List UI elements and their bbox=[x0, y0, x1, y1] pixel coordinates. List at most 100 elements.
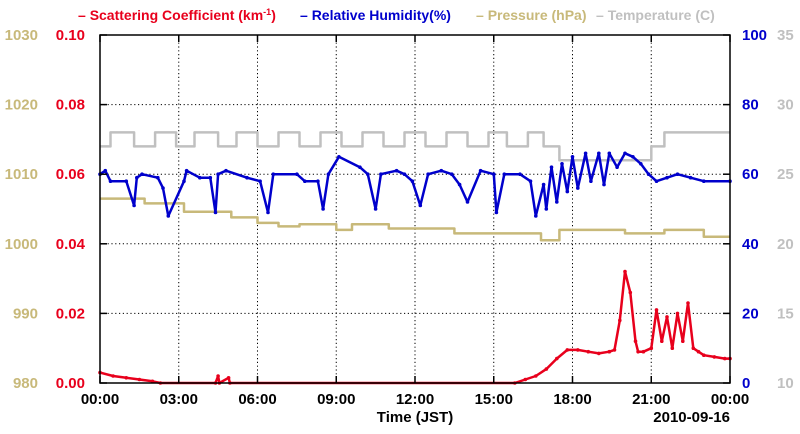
data-point bbox=[723, 356, 727, 361]
y-tick-label-humidity: 100 bbox=[742, 27, 767, 44]
data-point bbox=[560, 162, 564, 166]
data-point bbox=[534, 374, 538, 378]
legend-dash: – bbox=[300, 7, 312, 23]
data-point bbox=[124, 179, 129, 183]
y-tick-label-temperature: 10 bbox=[777, 375, 794, 392]
data-point bbox=[316, 179, 320, 183]
data-point bbox=[135, 175, 139, 180]
data-point bbox=[410, 179, 415, 183]
data-point bbox=[439, 168, 444, 173]
legend-dash: – bbox=[78, 7, 90, 23]
data-point bbox=[140, 172, 144, 176]
data-point bbox=[156, 175, 160, 180]
data-point bbox=[576, 348, 580, 352]
y-tick-label-temperature: 30 bbox=[777, 97, 794, 114]
data-point bbox=[450, 172, 454, 176]
y-tick-label-pressure: 1020 bbox=[5, 97, 38, 114]
data-point bbox=[492, 172, 496, 176]
data-point bbox=[213, 210, 218, 215]
x-tick-label: 03:00 bbox=[160, 391, 198, 408]
grid bbox=[100, 35, 730, 383]
data-point bbox=[696, 349, 701, 354]
y-tick-label-humidity: 80 bbox=[742, 97, 759, 114]
data-point bbox=[402, 172, 407, 176]
y-tick-label-temperature: 25 bbox=[777, 166, 794, 183]
data-point bbox=[555, 356, 559, 361]
data-point bbox=[103, 168, 108, 173]
data-point bbox=[326, 172, 331, 176]
data-point bbox=[583, 151, 588, 156]
series-layer bbox=[98, 131, 732, 385]
y-axes: 98099010001010102010300.000.020.040.060.… bbox=[5, 27, 794, 392]
legend-entry: – Scattering Coefficient (km-1) bbox=[78, 7, 276, 23]
data-point bbox=[245, 175, 249, 180]
data-point bbox=[607, 349, 612, 354]
legend-name: Scattering Coefficient (km bbox=[90, 7, 263, 23]
data-point bbox=[366, 172, 370, 176]
data-point bbox=[633, 339, 638, 344]
data-point bbox=[358, 165, 362, 169]
data-point bbox=[665, 175, 669, 180]
data-point bbox=[379, 172, 383, 176]
data-point bbox=[649, 346, 654, 351]
data-point bbox=[166, 214, 171, 218]
x-tick-label: 18:00 bbox=[553, 391, 591, 408]
legend-name: Pressure (hPa) bbox=[488, 7, 587, 23]
y-tick-label-scattering: 0.10 bbox=[56, 27, 85, 44]
legend: – Scattering Coefficient (km-1) – Relativ… bbox=[78, 7, 715, 23]
series-line-pressure bbox=[100, 197, 730, 242]
data-point bbox=[623, 151, 627, 156]
y-tick-label-temperature: 15 bbox=[777, 305, 794, 322]
data-point bbox=[675, 311, 680, 316]
x-tick-label: 00:00 bbox=[711, 391, 749, 408]
data-point bbox=[576, 186, 580, 190]
data-point bbox=[465, 200, 470, 204]
data-point bbox=[641, 349, 646, 354]
data-point bbox=[266, 210, 270, 215]
date-label: 2010-09-16 bbox=[653, 409, 730, 426]
data-point bbox=[518, 172, 522, 176]
data-point bbox=[631, 155, 635, 159]
y-tick-label-pressure: 990 bbox=[13, 305, 38, 322]
data-point bbox=[184, 168, 189, 173]
data-point bbox=[586, 349, 591, 354]
data-point bbox=[589, 179, 593, 183]
y-tick-label-pressure: 1010 bbox=[5, 166, 38, 183]
legend-name: Relative Humidity(%) bbox=[312, 7, 451, 23]
data-point bbox=[182, 179, 186, 183]
legend-unit-close: ) bbox=[271, 7, 276, 23]
data-point bbox=[418, 203, 423, 208]
data-point bbox=[137, 377, 142, 382]
data-point bbox=[565, 189, 570, 194]
data-point bbox=[541, 182, 546, 187]
x-axis-label: Time (JST) bbox=[377, 409, 453, 426]
data-point bbox=[111, 374, 115, 378]
data-point bbox=[108, 179, 113, 183]
data-point bbox=[688, 175, 693, 180]
data-point bbox=[373, 207, 378, 211]
data-point bbox=[132, 203, 136, 208]
x-tick-label: 09:00 bbox=[317, 391, 355, 408]
data-point bbox=[681, 339, 685, 344]
y-tick-label-humidity: 60 bbox=[742, 166, 759, 183]
data-point bbox=[337, 155, 341, 159]
y-tick-label-humidity: 40 bbox=[742, 236, 759, 253]
data-point bbox=[628, 290, 633, 295]
legend-entry: – Pressure (hPa) bbox=[476, 7, 587, 23]
y-tick-label-pressure: 980 bbox=[13, 375, 38, 392]
data-point bbox=[216, 172, 220, 176]
x-tick-label: 15:00 bbox=[475, 391, 513, 408]
data-point bbox=[702, 179, 706, 183]
y-tick-label-humidity: 0 bbox=[742, 375, 750, 392]
legend-name: Temperature (C) bbox=[608, 7, 715, 23]
data-point bbox=[623, 269, 627, 274]
data-point bbox=[523, 377, 528, 382]
x-axis: 00:00 03:00 06:00 09:00 12:00 15:00 18:00 21:00… bbox=[81, 35, 749, 408]
data-point bbox=[597, 151, 601, 156]
data-point bbox=[675, 172, 680, 176]
data-point bbox=[150, 379, 155, 384]
legend-entry: – Temperature (C) bbox=[596, 7, 715, 23]
data-point bbox=[478, 168, 483, 173]
data-point bbox=[607, 151, 612, 156]
y-tick-label-temperature: 20 bbox=[777, 236, 794, 253]
